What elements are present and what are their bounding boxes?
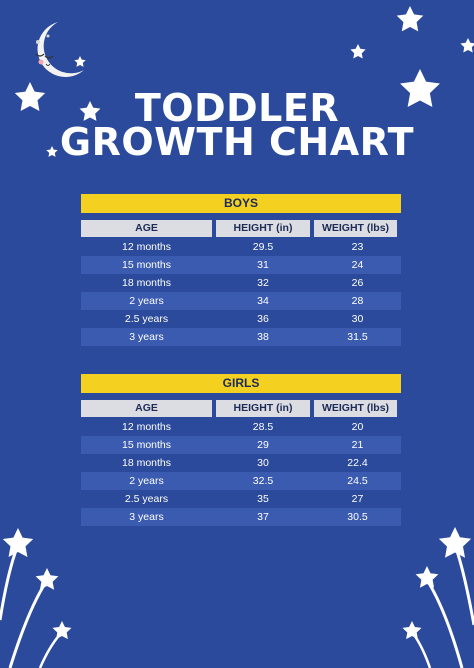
height-cell: 34 xyxy=(257,295,269,307)
boys-table: BOYS AGE HEIGHT (in) WEIGHT (lbs) 12 mon… xyxy=(81,194,401,346)
table-row: 3 years 37 30.5 xyxy=(81,508,401,526)
shooting-star-icon xyxy=(402,527,474,668)
weight-cell: 30.5 xyxy=(347,511,368,523)
girls-table: GIRLS AGE HEIGHT (in) WEIGHT (lbs) 12 mo… xyxy=(81,374,401,526)
table-row: 2.5 years 35 27 xyxy=(81,490,401,508)
height-cell: 31 xyxy=(257,259,269,271)
page-title-line-2: GROWTH CHART xyxy=(59,120,415,164)
weight-header: WEIGHT (lbs) xyxy=(314,220,397,237)
age-header: AGE xyxy=(81,400,212,417)
age-cell: 3 years xyxy=(129,511,164,523)
shooting-star-icon xyxy=(0,528,72,668)
age-cell: 12 months xyxy=(121,421,172,433)
weight-cell: 24 xyxy=(351,259,364,271)
height-cell: 29 xyxy=(257,439,269,451)
age-cell: 15 months xyxy=(121,439,172,451)
moon-icon xyxy=(35,22,84,77)
height-cell: 37 xyxy=(257,511,269,523)
weight-cell: 20 xyxy=(351,421,364,433)
star-icon xyxy=(350,44,366,59)
boys-header-row: AGE HEIGHT (in) WEIGHT (lbs) xyxy=(81,220,401,237)
table-row: 15 months 29 21 xyxy=(81,436,401,454)
height-cell: 32.5 xyxy=(252,475,274,487)
age-cell: 3 years xyxy=(129,331,164,343)
age-cell: 18 months xyxy=(121,457,172,469)
age-cell: 2.5 years xyxy=(124,493,169,505)
weight-cell: 23 xyxy=(351,241,364,253)
height-cell: 36 xyxy=(257,313,269,325)
age-cell: 18 months xyxy=(121,277,172,289)
boys-banner: BOYS xyxy=(81,194,401,213)
table-row: 2 years 34 28 xyxy=(81,292,401,310)
age-header: AGE xyxy=(81,220,212,237)
star-icon xyxy=(460,38,474,53)
table-row: 18 months 30 22.4 xyxy=(81,454,401,472)
table-row: 15 months 31 24 xyxy=(81,256,401,274)
girls-header-row: AGE HEIGHT (in) WEIGHT (lbs) xyxy=(81,400,401,417)
height-cell: 29.5 xyxy=(252,241,274,253)
weight-cell: 30 xyxy=(351,313,364,325)
height-cell: 38 xyxy=(257,331,269,343)
weight-header: WEIGHT (lbs) xyxy=(314,400,397,417)
weight-cell: 22.4 xyxy=(347,457,368,469)
table-row: 2 years 32.5 24.5 xyxy=(81,472,401,490)
weight-cell: 31.5 xyxy=(347,331,368,343)
weight-cell: 26 xyxy=(351,277,364,289)
height-cell: 28.5 xyxy=(252,421,274,433)
table-row: 3 years 38 31.5 xyxy=(81,328,401,346)
table-row: 12 months 28.5 20 xyxy=(81,418,401,436)
age-cell: 12 months xyxy=(121,241,172,253)
weight-cell: 28 xyxy=(351,295,364,307)
age-cell: 2 years xyxy=(129,475,164,487)
height-cell: 30 xyxy=(257,457,269,469)
height-header: HEIGHT (in) xyxy=(216,220,310,237)
weight-cell: 21 xyxy=(351,439,364,451)
table-row: 2.5 years 36 30 xyxy=(81,310,401,328)
height-cell: 35 xyxy=(257,493,269,505)
height-header: HEIGHT (in) xyxy=(216,400,310,417)
age-cell: 2.5 years xyxy=(124,313,169,325)
table-row: 12 months 29.5 23 xyxy=(81,238,401,256)
girls-banner: GIRLS xyxy=(81,374,401,393)
weight-cell: 24.5 xyxy=(347,475,368,487)
age-cell: 2 years xyxy=(129,295,164,307)
star-icon xyxy=(396,6,424,32)
star-icon xyxy=(74,56,86,67)
height-cell: 32 xyxy=(257,277,269,289)
weight-cell: 27 xyxy=(351,493,364,505)
age-cell: 15 months xyxy=(121,259,172,271)
page-title-line-1: TODDLER xyxy=(134,86,340,130)
table-row: 18 months 32 26 xyxy=(81,274,401,292)
